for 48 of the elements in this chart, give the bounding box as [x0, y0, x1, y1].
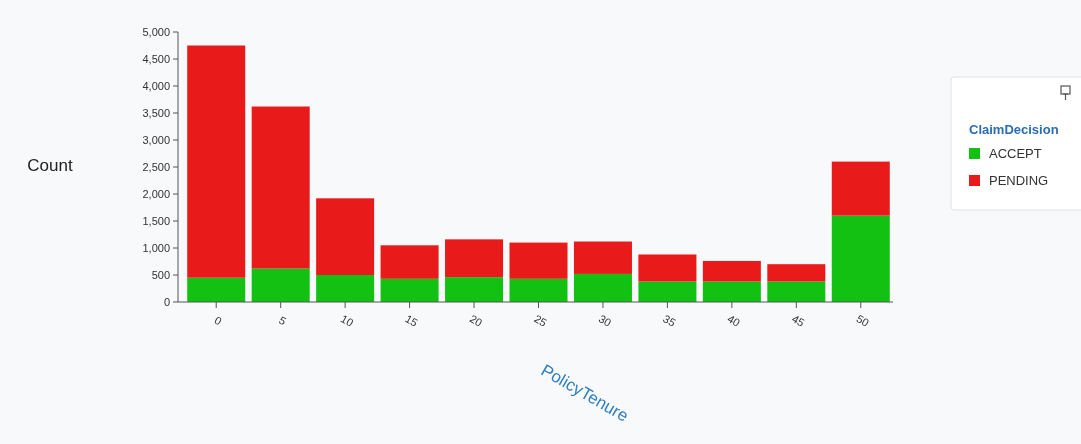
bar: [638, 254, 697, 282]
bar: [251, 106, 310, 269]
y-axis-title: Count: [27, 156, 73, 175]
x-tick-label: 50: [854, 312, 872, 329]
bar: [831, 161, 890, 216]
y-tick-label: 3,500: [142, 106, 170, 119]
legend-title: ClaimDecision: [969, 122, 1059, 137]
bar: [251, 268, 310, 302]
x-tick-label: 15: [403, 312, 420, 329]
x-tick-label: 45: [790, 312, 807, 329]
y-tick-label: 5,000: [142, 25, 170, 38]
y-tick-label: 1,500: [142, 214, 170, 227]
bar: [509, 278, 568, 302]
bar: [316, 275, 375, 302]
bar: [831, 215, 890, 302]
bar: [702, 281, 761, 302]
bar: [767, 281, 826, 302]
x-tick-label: 40: [725, 312, 743, 329]
legend-label: PENDING: [989, 173, 1049, 188]
bar: [638, 281, 697, 302]
x-tick-label: 35: [661, 312, 678, 329]
x-tick-label: 10: [338, 312, 356, 329]
x-tick-label: 25: [532, 312, 549, 329]
bar: [573, 273, 632, 302]
y-tick-label: 500: [151, 268, 170, 281]
x-tick-label: 20: [467, 312, 485, 329]
bar: [702, 260, 761, 282]
bar: [445, 277, 504, 302]
y-tick-label: 4,500: [142, 52, 170, 65]
bar: [380, 278, 439, 302]
bar: [445, 239, 504, 278]
legend-label: ACCEPT: [989, 146, 1042, 161]
bar: [767, 264, 826, 282]
x-tick-label: 30: [596, 312, 614, 329]
y-tick-label: 0: [163, 295, 170, 308]
bar: [573, 241, 632, 274]
y-tick-label: 1,000: [142, 241, 170, 254]
y-tick-label: 2,000: [142, 187, 170, 200]
x-tick-label: 5: [277, 313, 289, 328]
y-tick-label: 3,000: [142, 133, 170, 146]
y-tick-label: 2,500: [142, 160, 170, 173]
bar: [187, 277, 246, 302]
bar: [509, 242, 568, 279]
x-tick-label: 0: [212, 313, 224, 328]
bar: [380, 245, 439, 279]
bar: [187, 45, 246, 278]
y-tick-label: 4,000: [142, 79, 170, 92]
bar: [316, 198, 375, 275]
